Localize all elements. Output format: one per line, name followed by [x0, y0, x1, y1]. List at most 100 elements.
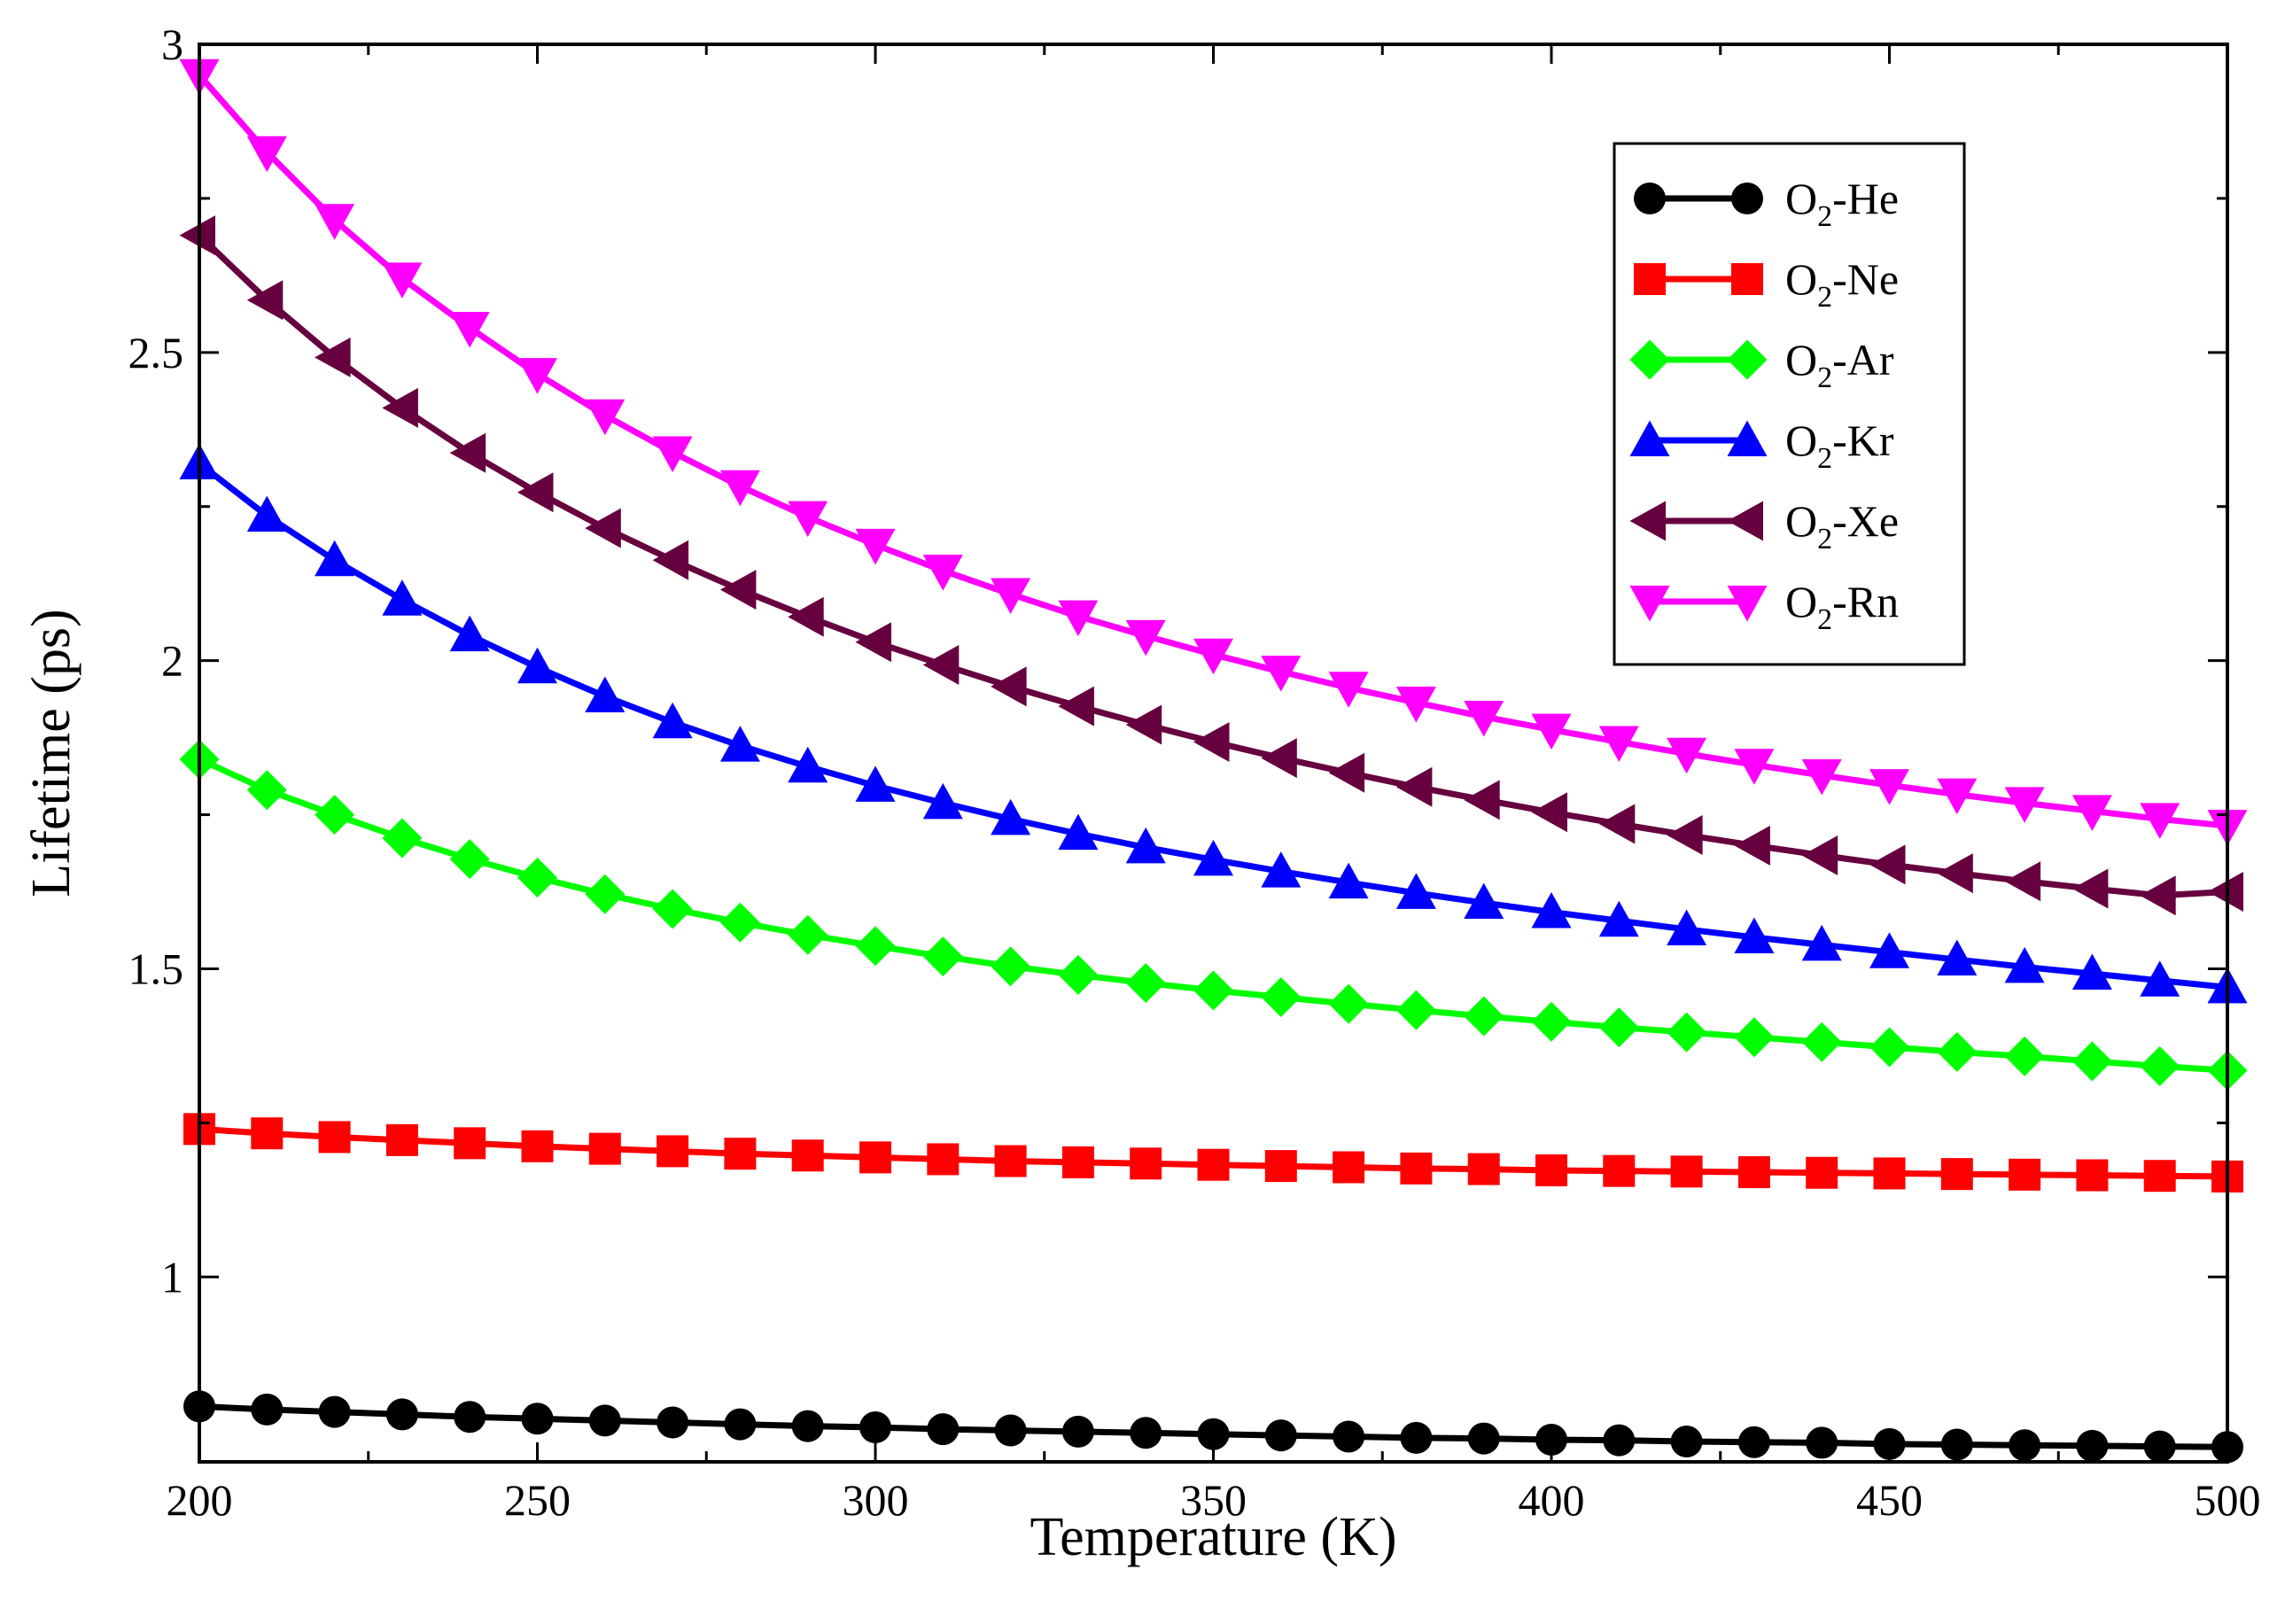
data-point	[1264, 1419, 1297, 1452]
data-point	[1058, 813, 1099, 851]
data-point	[1193, 839, 1233, 876]
data-point	[382, 262, 423, 299]
data-point	[855, 926, 896, 967]
data-point	[922, 645, 960, 686]
legend-marker	[1629, 420, 1670, 456]
data-point	[1598, 726, 1639, 762]
data-point	[1328, 983, 1369, 1024]
data-point	[251, 1393, 284, 1426]
data-point	[2140, 960, 2180, 997]
data-point	[1328, 862, 1369, 899]
data-point	[1535, 1154, 1567, 1186]
data-point	[791, 1139, 824, 1172]
data-point	[1395, 990, 1436, 1030]
data-point	[385, 1123, 418, 1156]
x-tick-label: 300	[843, 1475, 909, 1525]
legend-label: O2-He	[1785, 174, 1899, 233]
data-point	[1667, 1012, 1707, 1053]
data-point	[517, 358, 557, 394]
data-point	[1193, 721, 1230, 762]
data-point	[791, 1410, 824, 1442]
data-point	[517, 647, 557, 684]
legend-marker	[1629, 339, 1670, 380]
data-point	[585, 676, 626, 712]
data-point	[2071, 868, 2109, 909]
data-point	[382, 818, 423, 859]
x-tick-label: 400	[1519, 1475, 1585, 1525]
data-point	[2009, 1158, 2041, 1191]
data-point	[1603, 1154, 1636, 1187]
x-tick-label: 500	[2195, 1475, 2261, 1525]
data-point	[1400, 1152, 1433, 1185]
data-point	[521, 1403, 554, 1435]
data-point	[2140, 1045, 2180, 1086]
data-point	[1535, 1423, 1567, 1456]
legend-marker	[1731, 263, 1763, 295]
series-o2-kr	[179, 443, 2248, 1004]
data-point	[788, 596, 824, 637]
data-point	[2004, 1036, 2045, 1076]
data-point	[2143, 1430, 2176, 1463]
data-point	[1264, 1150, 1297, 1183]
data-point	[1464, 700, 1504, 737]
data-point	[1801, 759, 1842, 796]
data-point	[1603, 1424, 1636, 1457]
data-point	[657, 1135, 689, 1168]
data-point	[2004, 861, 2041, 902]
data-point	[1058, 600, 1099, 637]
data-point	[1806, 1426, 1838, 1459]
data-point	[1193, 970, 1233, 1011]
x-tick-label: 250	[504, 1475, 571, 1525]
data-point	[922, 782, 963, 820]
data-point	[1801, 835, 1838, 875]
data-point	[788, 746, 828, 783]
data-point	[859, 1141, 891, 1174]
data-point	[2140, 803, 2180, 839]
data-point	[719, 470, 760, 507]
data-point	[1261, 851, 1302, 888]
data-point	[1058, 954, 1099, 995]
legend-item: O2-He	[1634, 174, 1899, 233]
data-point	[1400, 1421, 1433, 1454]
data-point	[1734, 749, 1775, 785]
data-point	[315, 795, 355, 835]
legend-marker	[1727, 339, 1768, 380]
data-point	[859, 1411, 891, 1444]
data-point	[517, 858, 557, 898]
data-point	[1531, 891, 1572, 929]
legend-marker	[1727, 420, 1768, 456]
legend-marker	[1727, 586, 1768, 622]
data-point	[179, 215, 215, 256]
data-point	[2071, 795, 2112, 831]
x-tick-label: 200	[167, 1475, 233, 1525]
data-point	[994, 1145, 1027, 1177]
data-point	[2004, 787, 2045, 823]
data-point	[1667, 909, 1707, 945]
legend-item: O2-Ar	[1629, 335, 1894, 394]
plot-content	[179, 58, 2248, 1464]
data-point	[585, 874, 626, 914]
legend-label: O2-Ar	[1785, 335, 1894, 394]
data-point	[1737, 1156, 1770, 1189]
data-point	[382, 387, 418, 428]
data-point	[246, 770, 287, 811]
x-axis-title: Temperature (K)	[1030, 1507, 1397, 1567]
data-point	[1058, 686, 1094, 727]
data-point	[521, 1130, 554, 1162]
data-point	[1869, 1027, 1909, 1068]
legend-item: O2-Kr	[1629, 416, 1894, 475]
data-point	[251, 1117, 284, 1150]
data-point	[2076, 1429, 2109, 1462]
data-point	[788, 914, 828, 955]
data-point	[991, 666, 1027, 707]
data-point	[1395, 766, 1433, 807]
data-point	[246, 280, 284, 321]
data-point	[652, 702, 693, 739]
legend-item: O2-Ne	[1634, 254, 1899, 314]
x-tick-label: 350	[1180, 1475, 1247, 1525]
data-point	[1531, 1001, 1572, 1042]
data-point	[585, 508, 621, 548]
data-point	[1130, 1147, 1162, 1180]
data-point	[1937, 939, 1978, 976]
series-line	[198, 756, 2228, 1074]
